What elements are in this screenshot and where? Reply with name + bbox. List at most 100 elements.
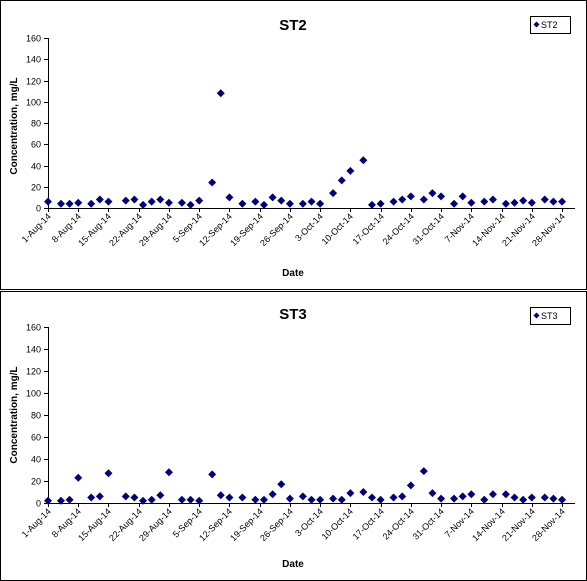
chart-st2-data-point xyxy=(437,192,446,201)
chart-st2-data-point xyxy=(307,197,316,206)
chart-st3-data-point xyxy=(177,495,186,504)
chart-st2-y-tick-label: 120 xyxy=(26,77,41,87)
chart-st3-y-tick-label: 40 xyxy=(31,455,41,465)
chart-st3-data-point xyxy=(337,495,346,504)
chart-st3-data-point xyxy=(398,492,407,501)
chart-st3-data-point xyxy=(164,468,173,477)
chart-st2-data-point xyxy=(467,198,476,207)
chart-st3-data-point xyxy=(208,470,217,479)
chart-st3-data-point xyxy=(251,495,260,504)
chart-st2-data-point xyxy=(540,195,549,204)
chart-st2-title: ST2 xyxy=(279,17,307,34)
chart-st3-data-point xyxy=(359,488,368,496)
chart-st3-legend-marker xyxy=(533,312,540,319)
chart-st2: ST2 Concentration, mg/L Date ST2 0 20 40 60… xyxy=(0,0,587,290)
chart-st2-data-point xyxy=(458,192,467,201)
chart-st3-data-point xyxy=(285,494,294,503)
chart-st2-data-point xyxy=(104,197,113,206)
chart-st2-data-point xyxy=(501,199,510,208)
chart-st3-y-tick-label: 0 xyxy=(36,499,41,509)
chart-st2-data-point xyxy=(329,189,338,198)
chart-st3-xlabel: Date xyxy=(282,559,304,570)
chart-st2-data-point xyxy=(44,197,52,206)
chart-st3-data-point xyxy=(65,495,74,504)
chart-st2-y-tick-label: 140 xyxy=(26,55,41,65)
chart-st2-y-tick-label: 20 xyxy=(31,183,41,193)
chart-st2-data-point xyxy=(238,199,247,208)
chart-st2-data-point xyxy=(488,195,497,204)
chart-st2-frame xyxy=(0,0,587,290)
chart-st3-data-point xyxy=(527,493,536,502)
chart-st3-data-point xyxy=(558,495,567,504)
chart-st3-data-point xyxy=(367,493,376,502)
chart-st3-data-point xyxy=(130,493,139,502)
chart-st2-data-point xyxy=(337,176,346,185)
chart-st2-legend: ST2 xyxy=(530,16,571,34)
chart-st3-data-point xyxy=(419,467,428,476)
chart-st3-y-tick-label: 20 xyxy=(31,477,41,487)
chart-st2-data-point xyxy=(225,193,234,202)
chart-st3-data-point xyxy=(216,491,225,500)
chart-st3-y-tick-label: 100 xyxy=(26,389,41,399)
chart-st3-frame xyxy=(0,291,587,581)
chart-st2-legend-label: ST2 xyxy=(541,20,558,30)
chart-st2-data-point xyxy=(268,193,277,202)
chart-st2-data-point xyxy=(428,189,437,198)
chart-st2-data-point xyxy=(186,200,195,209)
chart-st2-data-point xyxy=(406,192,415,201)
chart-st3-y-tick-label: 120 xyxy=(26,367,41,377)
chart-st3-title: ST3 xyxy=(279,306,307,323)
chart-st3-ylabel: Concentration, mg/L xyxy=(9,366,20,463)
chart-st3-data-point xyxy=(376,495,385,504)
chart-st3-legend-label: ST3 xyxy=(541,311,558,321)
chart-st2-data-point xyxy=(251,197,260,206)
chart-st2-data-point xyxy=(147,197,156,206)
chart-st2-data-point xyxy=(376,199,385,208)
chart-st3-data-point xyxy=(74,473,83,482)
chart-st3-data-point xyxy=(316,495,325,504)
chart-st2-xlabel: Date xyxy=(282,268,304,279)
chart-st3-data-point xyxy=(450,494,459,503)
chart-st2-legend-marker xyxy=(533,21,540,28)
chart-st2-data-point xyxy=(216,89,225,98)
chart-st3-data-point xyxy=(519,495,528,504)
chart-st2-y-tick-label: 40 xyxy=(31,162,41,172)
chart-st3-data-point xyxy=(139,496,148,505)
chart-st2-y-tick-label: 100 xyxy=(26,98,41,108)
chart-st3-data-point xyxy=(259,495,268,504)
chart-st2-data-point xyxy=(346,166,355,175)
chart-st2-y-tick-label: 80 xyxy=(31,119,41,129)
chart-st3-data-point xyxy=(458,492,467,501)
chart-st2-data-point xyxy=(359,156,368,165)
chart-st3-data-point xyxy=(268,490,277,499)
chart-st3-data-point xyxy=(488,490,497,499)
chart-st2-data-point xyxy=(56,199,65,208)
chart-st3-data-point xyxy=(510,493,519,502)
chart-st3-data-point xyxy=(428,489,437,498)
chart-st2-data-point xyxy=(527,198,536,207)
chart-st3-data-point xyxy=(329,494,338,503)
chart-st3-data-point xyxy=(186,495,195,504)
chart-st3-data-point xyxy=(95,492,104,501)
chart-st2-data-point xyxy=(298,199,307,208)
chart-st2-y-tick-label: 0 xyxy=(36,204,41,214)
chart-st2-data-point xyxy=(259,200,268,209)
chart-st2-marks xyxy=(44,89,567,209)
chart-st2-data-point xyxy=(367,200,376,209)
chart-st2-data-point xyxy=(164,198,173,207)
chart-st3-data-point xyxy=(307,495,316,504)
chart-st2-data-point xyxy=(87,199,96,208)
chart-st3-y-tick-label: 80 xyxy=(31,411,41,421)
chart-st2-data-point xyxy=(277,196,286,205)
chart-st3-data-point xyxy=(406,481,415,490)
chart-st2-data-point xyxy=(285,199,294,208)
chart-st2-data-point xyxy=(398,195,407,204)
chart-st3-data-point xyxy=(44,496,52,505)
chart-st3-data-point xyxy=(437,494,446,503)
chart-st3-data-point xyxy=(104,469,113,478)
chart-st2-ylabel: Concentration, mg/L xyxy=(9,77,20,174)
chart-st3-y-axis-ticks: 0 20 40 60 80 100 120 140 160 xyxy=(26,323,48,509)
chart-st2-legend-box xyxy=(530,16,571,34)
chart-st3-data-point xyxy=(480,495,489,504)
